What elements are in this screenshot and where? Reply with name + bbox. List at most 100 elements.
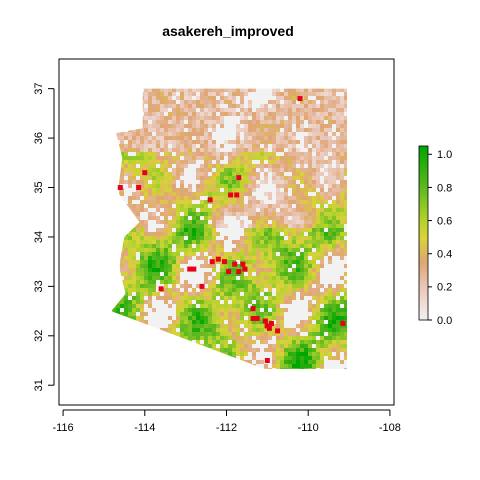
raster-cell [184, 148, 188, 152]
raster-cell [332, 224, 336, 228]
raster-cell [128, 280, 132, 284]
raster-cell [340, 156, 344, 160]
raster-cell [320, 244, 324, 248]
raster-cell [184, 308, 188, 312]
raster-cell [228, 196, 232, 200]
raster-cell [184, 164, 188, 168]
raster-cell [224, 200, 228, 204]
raster-cell [288, 168, 292, 172]
raster-cell [304, 92, 308, 96]
raster-cell [224, 152, 228, 156]
raster-cell [272, 136, 276, 140]
raster-cell [180, 132, 184, 136]
raster-cell [320, 292, 324, 296]
raster-cell [220, 284, 224, 288]
raster-cell [224, 368, 228, 369]
raster-cell [332, 176, 336, 180]
raster-cell [288, 252, 292, 256]
raster-cell [328, 216, 332, 220]
raster-cell [132, 140, 136, 144]
raster-cell [228, 360, 232, 364]
raster-cell [296, 280, 300, 284]
raster-cell [240, 336, 244, 340]
raster-cell [296, 148, 300, 152]
raster-cell [232, 288, 236, 292]
raster-cell [196, 300, 200, 304]
raster-cell [300, 92, 304, 96]
raster-cell [228, 252, 232, 256]
raster-cell [124, 336, 128, 340]
raster-cell [304, 352, 308, 356]
raster-cell [224, 184, 228, 188]
raster-cell [324, 96, 328, 100]
raster-cell [260, 180, 264, 184]
raster-cell [180, 312, 184, 316]
raster-cell [304, 240, 308, 244]
raster-cell [240, 268, 244, 272]
raster-cell [312, 264, 316, 268]
raster-cell [248, 324, 252, 328]
raster-cell [164, 236, 168, 240]
raster-cell [124, 144, 128, 148]
raster-cell [208, 368, 212, 369]
raster-cell [336, 176, 340, 180]
raster-cell [320, 112, 324, 116]
raster-cell [168, 296, 172, 300]
raster-cell [144, 268, 148, 272]
raster-cell [112, 232, 116, 236]
raster-cell [168, 292, 172, 296]
raster-cell [268, 332, 272, 336]
raster-cell [312, 348, 316, 352]
raster-cell [120, 132, 124, 136]
raster-cell [208, 148, 212, 152]
raster-cell [200, 200, 204, 204]
raster-cell [344, 320, 348, 324]
raster-cell [176, 208, 180, 212]
raster-cell [160, 236, 164, 240]
colorbar-segment [419, 221, 428, 225]
raster-cell [272, 224, 276, 228]
raster-cell [144, 188, 148, 192]
raster-cell [288, 204, 292, 208]
raster-cell [216, 316, 220, 320]
raster-cell [240, 188, 244, 192]
raster-cell [260, 104, 264, 108]
raster-cell [164, 264, 168, 268]
raster-cell [192, 308, 196, 312]
raster-cell [312, 140, 316, 144]
raster-cell [284, 288, 288, 292]
raster-cell [248, 332, 252, 336]
raster-cell [268, 288, 272, 292]
raster-cell [252, 368, 256, 369]
raster-cell [176, 132, 180, 136]
raster-cell [124, 236, 128, 240]
raster-cell [132, 160, 136, 164]
colorbar-segment [419, 244, 428, 248]
raster-cell [228, 284, 232, 288]
raster-cell [280, 352, 284, 356]
colorbar-segment [419, 259, 428, 263]
raster-cell [280, 136, 284, 140]
raster-cell [264, 172, 268, 176]
raster-cell [320, 356, 324, 360]
raster-cell [204, 332, 208, 336]
raster-cell [144, 348, 148, 352]
raster-cell [188, 152, 192, 156]
raster-cell [192, 124, 196, 128]
raster-cell [176, 264, 180, 268]
raster-cell [264, 136, 268, 140]
raster-cell [272, 348, 276, 352]
raster-cell [236, 212, 240, 216]
raster-cell [120, 232, 124, 236]
raster-cell [276, 348, 280, 352]
raster-cell [148, 88, 152, 92]
raster-cell [288, 136, 292, 140]
raster-cell [312, 212, 316, 216]
raster-cell [204, 288, 208, 292]
raster-cell [128, 208, 132, 212]
location-marker [191, 266, 197, 272]
raster-cell [228, 332, 232, 336]
raster-cell [316, 208, 320, 212]
raster-cell [312, 200, 316, 204]
raster-cell [336, 200, 340, 204]
